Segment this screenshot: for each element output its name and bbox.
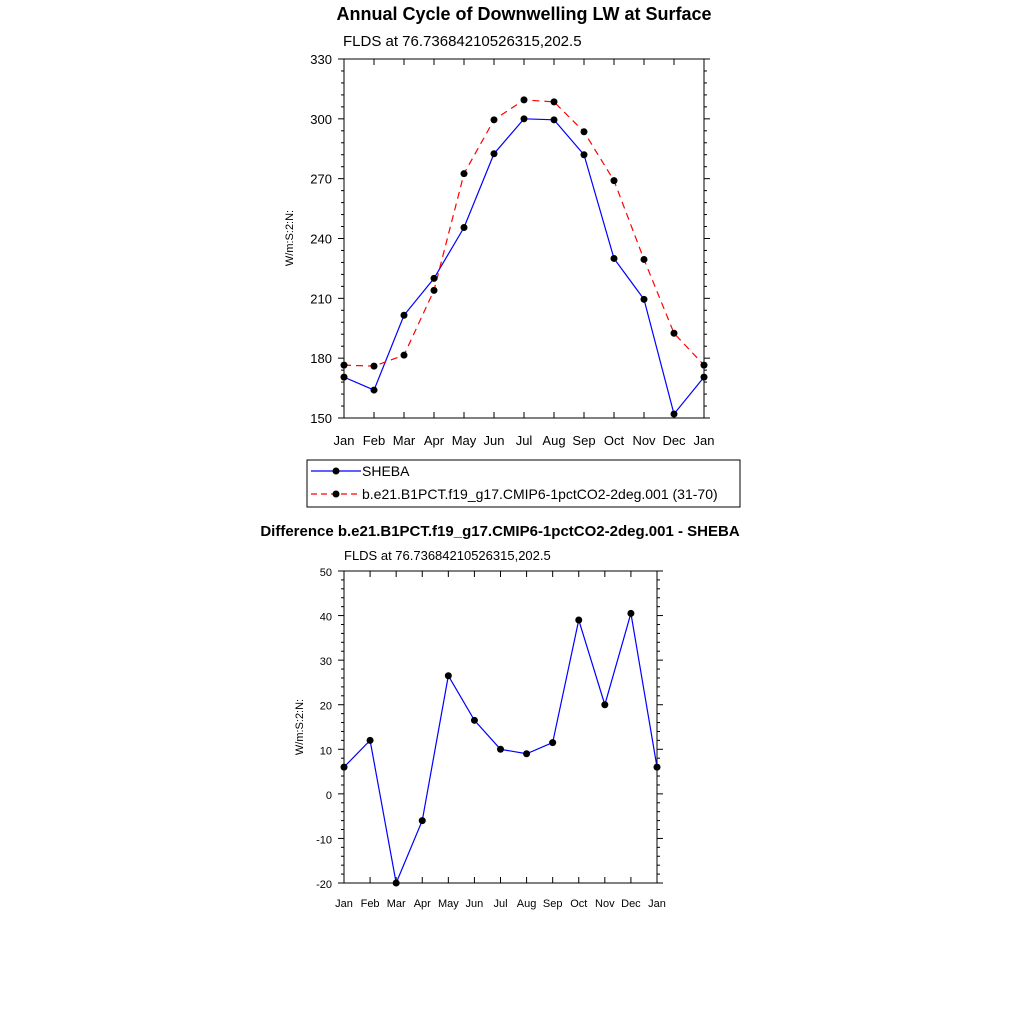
chart1-x-tick-label: Mar [393, 433, 416, 448]
chart1-series-0-point [670, 410, 678, 418]
chart1-series-0-point [550, 116, 558, 124]
chart2-series-0-point [627, 609, 635, 617]
chart1-x-tick-label: Dec [662, 433, 686, 448]
chart2-y-tick-label: 20 [320, 701, 332, 713]
chart2-x-tick-label: Dec [621, 898, 641, 910]
chart1-subtitle: FLDS at 76.73684210526315,202.5 [343, 33, 582, 50]
chart2-x-tick-label: Jul [493, 898, 507, 910]
chart1-x-tick-label: Aug [542, 433, 565, 448]
chart1-y-tick-label: 270 [310, 172, 332, 187]
chart2-x-tick-label: May [438, 898, 459, 910]
chart1-series-1-point [580, 128, 588, 136]
chart1-series-0-point [490, 150, 498, 158]
chart2-series-0-point [549, 739, 557, 747]
chart1-title: Annual Cycle of Downwelling LW at Surfac… [336, 4, 711, 24]
chart1-x-tick-label: Jan [694, 433, 715, 448]
chart1-series-1-point [700, 361, 708, 369]
chart2-y-tick-label: 0 [326, 790, 332, 802]
chart2-subtitle: FLDS at 76.73684210526315,202.5 [344, 548, 551, 563]
chart1-x-tick-label: Apr [424, 433, 445, 448]
chart2-series-0-point [601, 701, 609, 709]
chart2-y-tick-label: 40 [320, 612, 332, 624]
chart1-x-tick-label: Nov [632, 433, 656, 448]
chart2-series-0-point [653, 763, 661, 771]
chart1-y-tick-label: 180 [310, 351, 332, 366]
chart1-series-1-point [550, 98, 558, 106]
chart1-series-1-point [400, 351, 408, 359]
chart2-x-tick-label: Apr [414, 898, 431, 910]
chart2-x-tick-label: Sep [543, 898, 563, 910]
chart1-series-1-point [340, 361, 348, 369]
chart1-series-0-point [700, 373, 708, 381]
chart1-x-tick-label: Feb [363, 433, 385, 448]
chart2-y-tick-label: -10 [316, 834, 332, 846]
chart1-series-1-point [460, 170, 468, 178]
chart1-x-tick-label: May [452, 433, 477, 448]
chart1-series-1-point [610, 177, 618, 185]
chart2-y-tick-label: 30 [320, 656, 332, 668]
chart1-series-1-point [670, 329, 678, 337]
legend-box [306, 459, 741, 508]
chart1-x-tick-label: Sep [572, 433, 595, 448]
chart1-x-tick-label: Jun [484, 433, 505, 448]
legend-label-model: b.e21.B1PCT.f19_g17.CMIP6-1pctCO2-2deg.0… [362, 486, 718, 502]
chart1-legend: SHEBA b.e21.B1PCT.f19_g17.CMIP6-1pctCO2-… [306, 459, 741, 508]
chart2-frame [343, 570, 658, 884]
chart1-series-0-point [640, 295, 648, 303]
chart2-x-tick-label: Oct [570, 898, 587, 910]
chart1-series-line-0 [343, 118, 705, 416]
chart1-y-axis-label: W/m:S:2:N: [284, 210, 296, 266]
chart2-series-0-point [418, 817, 426, 825]
chart2-series-0-point [392, 879, 400, 887]
chart1-series-0-point [370, 386, 378, 394]
chart1-y-tick-label: 240 [310, 232, 332, 247]
chart2-x-tick-label: Nov [595, 898, 615, 910]
chart2-y-axis-label: W/m:S:2:N: [294, 699, 306, 755]
chart2-series-0-point [444, 672, 452, 680]
chart1-y-tick-label: 300 [310, 112, 332, 127]
chart1-series-0-point [520, 115, 528, 123]
legend-label-sheba: SHEBA [362, 463, 410, 479]
chart1-series-0-point [430, 274, 438, 282]
chart1-series-0-point [340, 373, 348, 381]
chart2-x-tick-label: Jan [648, 898, 666, 910]
legend-marker-model [332, 490, 340, 498]
chart1-y-tick-label: 210 [310, 291, 332, 306]
chart1-series-0-point [580, 151, 588, 159]
chart2-series-0-point [470, 716, 478, 724]
chart1-frame [343, 58, 705, 419]
chart2-x-tick-label: Feb [361, 898, 380, 910]
chart2-y-tick-label: 50 [320, 567, 332, 579]
chart1-series-1-point [430, 286, 438, 294]
chart1-series-line-1 [343, 99, 705, 367]
chart2-x-tick-label: Jan [335, 898, 353, 910]
chart2-x-tick-label: Jun [466, 898, 484, 910]
chart2-series-0-point [523, 750, 531, 758]
chart1-series-0-point [610, 254, 618, 262]
chart1-plot: Jan Feb Mar Apr May Jun Jul Aug Sep Oct Nov Dec Jan1… [310, 52, 714, 448]
chart1-x-tick-label: Jul [516, 433, 533, 448]
chart1-series-1-point [370, 362, 378, 370]
chart2-series-0-point [497, 745, 504, 753]
chart2-y-tick-label: -20 [316, 879, 332, 891]
chart1-x-tick-label: Jan [334, 433, 355, 448]
chart1-series-0-point [460, 224, 468, 232]
chart1-y-tick-label: 330 [310, 52, 332, 67]
chart1-series-1-point [520, 96, 528, 104]
chart2-y-tick-label: 10 [320, 745, 332, 757]
chart2-series-0-point [575, 616, 583, 624]
chart1-series-1-point [640, 255, 648, 263]
chart2-series-0-point [366, 736, 374, 744]
legend-marker-sheba [332, 467, 340, 475]
chart2-x-tick-label: Mar [387, 898, 406, 910]
chart1-series-1-point [490, 116, 498, 124]
chart1-series-0-point [400, 311, 408, 319]
chart2-series-0-point [340, 763, 348, 771]
chart2-plot: Jan Feb Mar Apr May Jun Jul Aug Sep Oct Nov Dec Jan-… [316, 567, 666, 910]
chart2-x-tick-label: Aug [517, 898, 537, 910]
chart1-x-tick-label: Oct [604, 433, 625, 448]
chart2-title: Difference b.e21.B1PCT.f19_g17.CMIP6-1pc… [260, 523, 739, 540]
chart1-y-tick-label: 150 [310, 411, 332, 426]
